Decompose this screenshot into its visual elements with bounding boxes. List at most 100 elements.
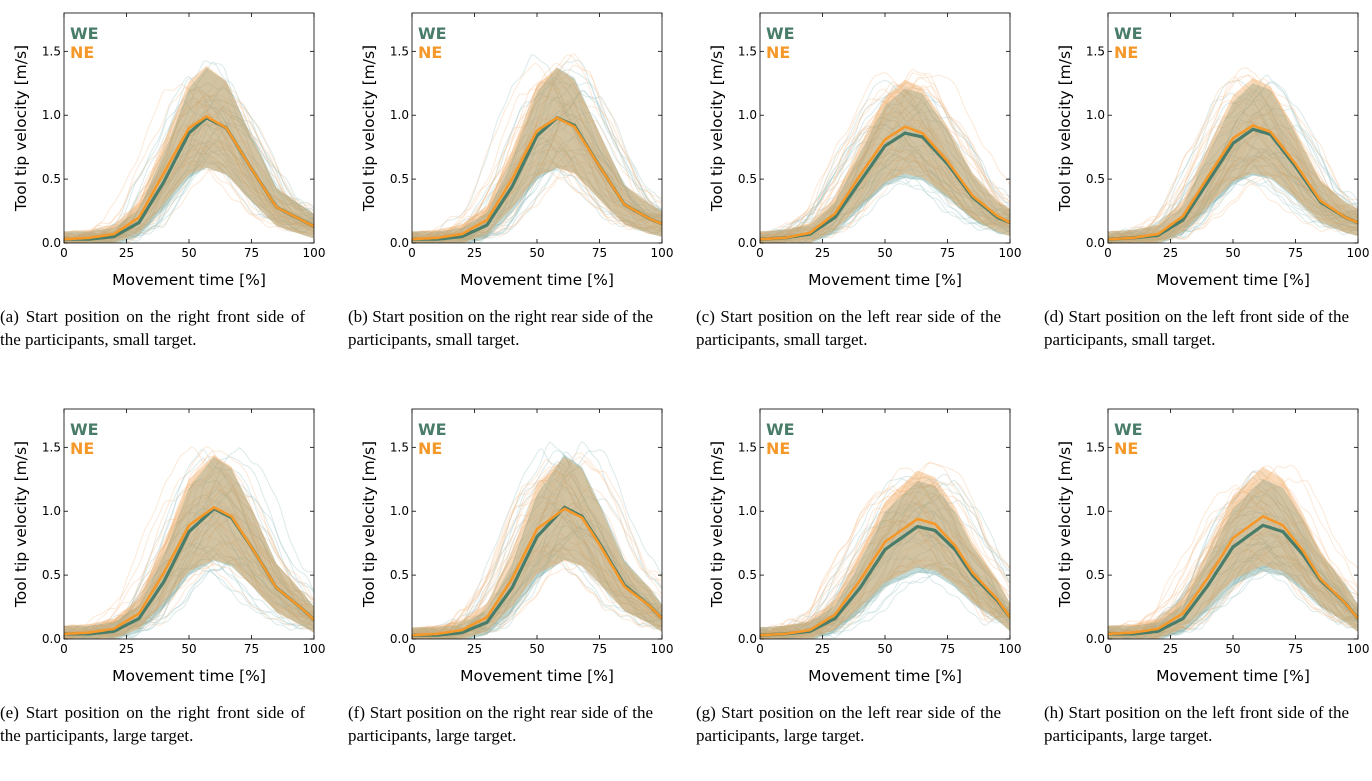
y-tick-label: 1.5 bbox=[1086, 440, 1105, 454]
trace-we-6 bbox=[1108, 74, 1358, 242]
x-tick-label: 75 bbox=[244, 246, 259, 260]
trace-ne-20 bbox=[760, 494, 1010, 639]
trace-we-6 bbox=[1108, 525, 1358, 639]
x-tick-label: 75 bbox=[1288, 246, 1303, 260]
x-tick-label: 25 bbox=[1163, 642, 1178, 656]
trace-we-18 bbox=[1108, 103, 1358, 242]
trace-ne-20 bbox=[760, 84, 1010, 242]
trace-we-9 bbox=[760, 162, 1010, 242]
trace-we-23 bbox=[760, 503, 1010, 636]
trace-ne-14 bbox=[64, 512, 314, 634]
trace-ne-10 bbox=[760, 156, 1010, 242]
chart-e: 0 25 50 75 100 0.0 0.5 1.0 1.5 Movement time [%] T… bbox=[12, 408, 325, 685]
panel-c: 0 25 50 75 100 0.0 0.5 1.0 1.5 Movement time [%] T… bbox=[696, 0, 1026, 385]
x-tick-label: 0 bbox=[1104, 246, 1112, 260]
trace-ne-12 bbox=[760, 480, 1010, 639]
trace-we-4 bbox=[1108, 154, 1358, 243]
legend-ne: NE bbox=[766, 43, 790, 62]
trace-ne-10 bbox=[1108, 500, 1358, 638]
trace-we-5 bbox=[412, 479, 662, 638]
trace-ne-18 bbox=[1108, 562, 1358, 639]
trace-we-0 bbox=[64, 540, 314, 639]
trace-ne-9 bbox=[412, 479, 662, 635]
x-tick-label: 0 bbox=[408, 642, 416, 656]
chart-h: 0 25 50 75 100 0.0 0.5 1.0 1.5 Movement time [%] T… bbox=[1056, 408, 1369, 685]
trace-we-22 bbox=[760, 171, 1010, 243]
legend-we: WE bbox=[766, 24, 795, 43]
trace-we-24 bbox=[760, 562, 1010, 639]
trace-ne-8 bbox=[1108, 490, 1358, 634]
trace-ne-1 bbox=[760, 116, 1010, 238]
trace-we-11 bbox=[64, 553, 314, 639]
trace-we-9 bbox=[1108, 80, 1358, 243]
trace-we-25 bbox=[1108, 572, 1358, 639]
trace-we-11 bbox=[64, 106, 314, 243]
trace-ne-3 bbox=[412, 553, 662, 639]
trace-ne-14 bbox=[1108, 533, 1358, 638]
trace-we-16 bbox=[412, 151, 662, 243]
trace-ne-0 bbox=[760, 490, 1010, 636]
trace-ne-14 bbox=[1108, 176, 1358, 241]
x-tick-label: 50 bbox=[877, 246, 892, 260]
trace-ne-21 bbox=[64, 446, 314, 633]
panel-b: 0 25 50 75 100 0.0 0.5 1.0 1.5 Movement time [%] T… bbox=[348, 0, 678, 385]
trace-ne-17 bbox=[64, 521, 314, 639]
trace-we-14 bbox=[1108, 526, 1358, 637]
legend-ne: NE bbox=[418, 439, 442, 458]
we-std-band bbox=[760, 88, 1010, 243]
trace-we-24 bbox=[64, 150, 314, 243]
trace-we-0 bbox=[1108, 165, 1358, 243]
y-tick-label: 1.0 bbox=[1086, 108, 1105, 122]
x-tick-label: 100 bbox=[651, 246, 674, 260]
x-tick-label: 25 bbox=[467, 642, 482, 656]
trace-we-4 bbox=[760, 502, 1010, 638]
trace-we-23 bbox=[64, 140, 314, 243]
trace-ne-14 bbox=[64, 161, 314, 242]
trace-we-0 bbox=[760, 124, 1010, 241]
trace-we-4 bbox=[412, 90, 662, 243]
x-axis-label: Movement time [%] bbox=[808, 271, 962, 289]
trace-we-21 bbox=[1108, 151, 1358, 243]
trace-we-11 bbox=[412, 133, 662, 243]
y-tick-label: 1.5 bbox=[42, 440, 61, 454]
trace-ne-8 bbox=[760, 98, 1010, 240]
trace-we-4 bbox=[412, 495, 662, 639]
we-std-band bbox=[412, 454, 662, 639]
plot-area bbox=[64, 60, 314, 243]
x-tick-label: 25 bbox=[1163, 246, 1178, 260]
trace-ne-18 bbox=[760, 515, 1010, 636]
trace-ne-12 bbox=[1108, 491, 1358, 633]
panel-a: 0 25 50 75 100 0.0 0.5 1.0 1.5 Movement time [%] T… bbox=[0, 0, 330, 385]
trace-ne-17 bbox=[1108, 513, 1358, 637]
trace-we-14 bbox=[1108, 79, 1358, 243]
x-tick-label: 100 bbox=[999, 246, 1022, 260]
trace-ne-3 bbox=[64, 83, 314, 243]
trace-we-1 bbox=[760, 511, 1010, 638]
trace-ne-9 bbox=[760, 555, 1010, 639]
trace-we-25 bbox=[760, 149, 1010, 243]
trace-we-10 bbox=[1108, 124, 1358, 243]
trace-ne-5 bbox=[1108, 100, 1358, 241]
y-tick-label: 0.5 bbox=[1086, 172, 1105, 186]
plot-area bbox=[412, 53, 662, 243]
x-tick-label: 50 bbox=[1225, 642, 1240, 656]
trace-ne-12 bbox=[412, 502, 662, 637]
trace-ne-23 bbox=[64, 548, 314, 639]
x-tick-label: 75 bbox=[244, 642, 259, 656]
y-tick-label: 0.0 bbox=[42, 236, 61, 250]
trace-we-8 bbox=[412, 520, 662, 639]
trace-we-8 bbox=[760, 508, 1010, 637]
trace-ne-13 bbox=[412, 139, 662, 242]
trace-we-19 bbox=[1108, 529, 1358, 639]
chart-c: 0 25 50 75 100 0.0 0.5 1.0 1.5 Movement time [%] T… bbox=[708, 12, 1022, 289]
trace-we-2 bbox=[760, 567, 1010, 639]
panel-d: 0 25 50 75 100 0.0 0.5 1.0 1.5 Movement time [%] T… bbox=[1044, 0, 1372, 385]
trace-ne-11 bbox=[760, 96, 1010, 241]
trace-ne-13 bbox=[760, 149, 1010, 243]
x-tick-label: 25 bbox=[119, 246, 134, 260]
trace-we-15 bbox=[1108, 156, 1358, 242]
trace-ne-7 bbox=[760, 144, 1010, 243]
trace-we-17 bbox=[760, 564, 1010, 639]
trace-we-20 bbox=[760, 126, 1010, 241]
trace-ne-12 bbox=[760, 113, 1010, 243]
